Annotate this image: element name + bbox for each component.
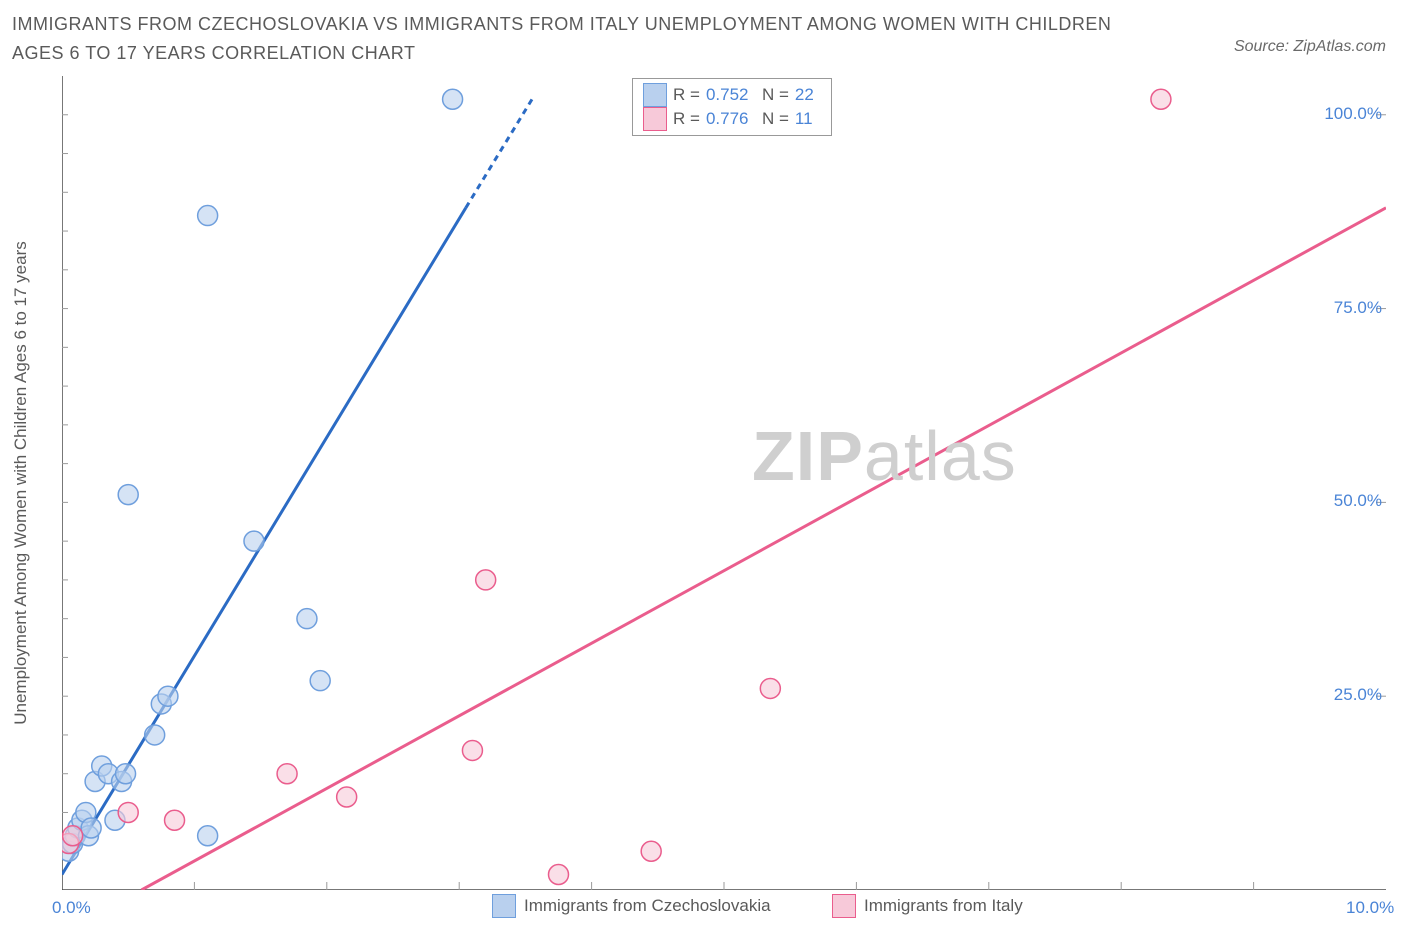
stats-row: R =0.776N =11 <box>643 107 821 131</box>
y-tick-label: 25.0% <box>1334 685 1382 705</box>
source-label: Source: <box>1234 38 1289 55</box>
n-value: 22 <box>795 83 821 107</box>
r-label: R = <box>673 107 700 131</box>
swatch-icon <box>492 894 516 918</box>
correlation-stats-legend: R =0.752N =22R =0.776N =11 <box>632 78 832 136</box>
r-value: 0.752 <box>706 83 756 107</box>
y-tick-label: 75.0% <box>1334 298 1382 318</box>
n-label: N = <box>762 107 789 131</box>
r-value: 0.776 <box>706 107 756 131</box>
chart-plot-area: ZIPatlas R =0.752N =22R =0.776N =11 25.0… <box>62 76 1386 890</box>
legend-item: Immigrants from Italy <box>832 894 1023 918</box>
y-tick-label: 50.0% <box>1334 491 1382 511</box>
n-value: 11 <box>795 107 821 131</box>
source-name: ZipAtlas.com <box>1294 38 1386 55</box>
swatch-icon <box>832 894 856 918</box>
swatch-icon <box>643 107 667 131</box>
x-tick-label: 0.0% <box>52 898 91 918</box>
r-label: R = <box>673 83 700 107</box>
legend-item: Immigrants from Czechoslovakia <box>492 894 771 918</box>
swatch-icon <box>643 83 667 107</box>
stats-row: R =0.752N =22 <box>643 83 821 107</box>
chart-svg <box>62 76 1386 890</box>
y-axis-label: Unemployment Among Women with Children A… <box>11 241 31 725</box>
source-attribution: Source: ZipAtlas.com <box>1234 38 1386 56</box>
chart-title: IMMIGRANTS FROM CZECHOSLOVAKIA VS IMMIGR… <box>12 10 1112 68</box>
n-label: N = <box>762 83 789 107</box>
y-tick-label: 100.0% <box>1324 104 1382 124</box>
x-tick-label: 10.0% <box>1346 898 1394 918</box>
legend-label: Immigrants from Czechoslovakia <box>524 896 771 916</box>
legend-label: Immigrants from Italy <box>864 896 1023 916</box>
y-axis-label-container: Unemployment Among Women with Children A… <box>8 76 34 890</box>
